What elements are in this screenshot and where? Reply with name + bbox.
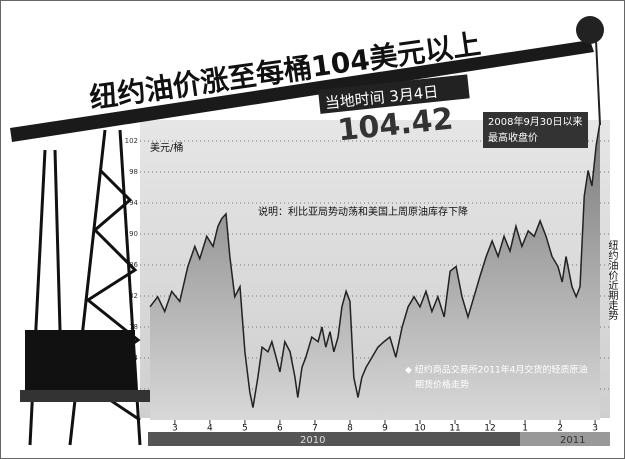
walking-beam: [10, 40, 594, 142]
line: [149, 122, 601, 408]
cable: [595, 39, 601, 126]
pump-base: [25, 330, 135, 390]
legend-label: 期货价格走势: [415, 379, 469, 391]
pump-foot: [20, 390, 150, 402]
x-tick-label: 2: [557, 424, 563, 434]
note: 说明：利比亚局势动荡和美国上周原油库存下降: [258, 205, 468, 218]
x-tick-label: 10: [414, 424, 426, 434]
x-tick-label: 9: [382, 424, 388, 434]
x-tick-label: 8: [347, 424, 353, 434]
x-tick-label: 4: [207, 424, 213, 434]
date-box: [317, 74, 470, 114]
year-label: 2011: [560, 435, 585, 446]
side-label: 纽约油价近期走势: [606, 239, 618, 321]
y-tick-label: 94: [129, 199, 138, 207]
record-label: 2008年9月30日以来: [488, 115, 583, 128]
y-tick-label: 90: [129, 230, 138, 238]
unit-label: 美元/桶: [150, 141, 183, 154]
area: [150, 122, 600, 421]
y-tick-label: 98: [129, 168, 138, 176]
year-label: 2010: [300, 435, 325, 446]
x-tick-label: 7: [312, 424, 318, 434]
record-box: [483, 112, 588, 148]
x-tick-label: 3: [592, 424, 598, 434]
legend-label: ◆ 纽约商品交易所2011年4月交货的轻质原油: [405, 364, 587, 376]
year-bar: [148, 432, 520, 446]
y-tick-label: 102: [125, 137, 138, 145]
x-tick-label: 11: [449, 424, 460, 434]
year-bar: [520, 432, 610, 446]
horse-head: [576, 16, 604, 44]
x-tick-label: 5: [242, 424, 248, 434]
x-tick-label: 6: [277, 424, 283, 434]
x-tick-label: 1: [522, 424, 528, 434]
x-tick-label: 3: [172, 424, 178, 434]
y-tick-label: 82: [129, 292, 138, 300]
x-tick-label: 12: [484, 424, 495, 434]
y-tick-label: 86: [129, 261, 138, 269]
record-label: 最高收盘价: [488, 131, 538, 144]
plot: 70747882869094981023456789101112123: [125, 122, 610, 434]
